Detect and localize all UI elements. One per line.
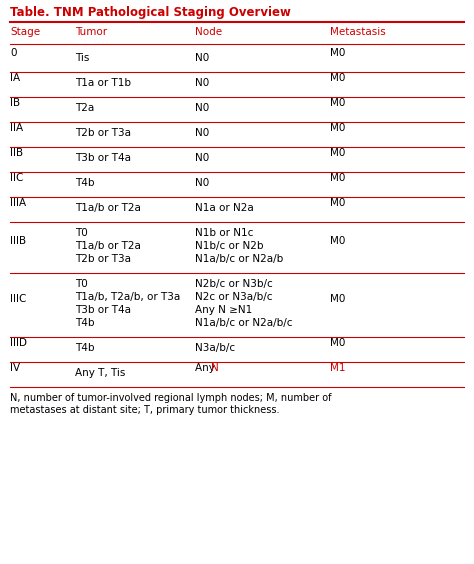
Text: N0: N0 — [195, 78, 209, 88]
Text: T4b: T4b — [75, 318, 94, 328]
Text: IIIC: IIIC — [10, 293, 27, 303]
Text: N3a/b/c: N3a/b/c — [195, 343, 235, 353]
Text: IIB: IIB — [10, 148, 23, 158]
Text: IA: IA — [10, 73, 20, 83]
Text: M0: M0 — [330, 198, 346, 208]
Text: Any T, Tis: Any T, Tis — [75, 368, 126, 378]
Text: M0: M0 — [330, 123, 346, 133]
Text: T3b or T4a: T3b or T4a — [75, 305, 131, 315]
Text: IIIA: IIIA — [10, 198, 26, 208]
Text: IV: IV — [10, 363, 20, 373]
Text: M0: M0 — [330, 338, 346, 348]
Text: M1: M1 — [330, 363, 346, 373]
Text: T2b or T3a: T2b or T3a — [75, 254, 131, 264]
Text: Metastasis: Metastasis — [330, 27, 386, 37]
Text: T2b or T3a: T2b or T3a — [75, 128, 131, 138]
Text: Tumor: Tumor — [75, 27, 107, 37]
Text: Node: Node — [195, 27, 222, 37]
Text: N0: N0 — [195, 153, 209, 163]
Text: T4b: T4b — [75, 343, 94, 353]
Text: N1b/c or N2b: N1b/c or N2b — [195, 241, 264, 251]
Text: N2c or N3a/b/c: N2c or N3a/b/c — [195, 292, 273, 302]
Text: 0: 0 — [10, 48, 17, 58]
Text: Table. TNM Pathological Staging Overview: Table. TNM Pathological Staging Overview — [10, 6, 291, 19]
Text: IIC: IIC — [10, 173, 23, 183]
Text: N0: N0 — [195, 178, 209, 188]
Text: M0: M0 — [330, 148, 346, 158]
Text: IIID: IIID — [10, 338, 27, 348]
Text: M0: M0 — [330, 48, 346, 58]
Text: N1b or N1c: N1b or N1c — [195, 228, 254, 238]
Text: M0: M0 — [330, 236, 346, 246]
Text: T0: T0 — [75, 279, 88, 289]
Text: T1a or T1b: T1a or T1b — [75, 78, 131, 88]
Text: T0: T0 — [75, 228, 88, 238]
Text: Any: Any — [195, 363, 218, 373]
Text: T1a/b, T2a/b, or T3a: T1a/b, T2a/b, or T3a — [75, 292, 180, 302]
Text: N1a or N2a: N1a or N2a — [195, 203, 254, 213]
Text: M0: M0 — [330, 73, 346, 83]
Text: IIA: IIA — [10, 123, 23, 133]
Text: N0: N0 — [195, 53, 209, 63]
Text: N2b/c or N3b/c: N2b/c or N3b/c — [195, 279, 273, 289]
Text: IIIB: IIIB — [10, 236, 26, 246]
Text: N, number of tumor-involved regional lymph nodes; M, number of
metastases at dis: N, number of tumor-involved regional lym… — [10, 393, 331, 415]
Text: T2a: T2a — [75, 103, 94, 113]
Text: M0: M0 — [330, 98, 346, 108]
Text: T3b or T4a: T3b or T4a — [75, 153, 131, 163]
Text: Any N ≥N1: Any N ≥N1 — [195, 305, 252, 315]
Text: Stage: Stage — [10, 27, 40, 37]
Text: IB: IB — [10, 98, 20, 108]
Text: T4b: T4b — [75, 178, 94, 188]
Text: M0: M0 — [330, 173, 346, 183]
Text: T1a/b or T2a: T1a/b or T2a — [75, 203, 141, 213]
Text: T1a/b or T2a: T1a/b or T2a — [75, 241, 141, 251]
Text: N1a/b/c or N2a/b: N1a/b/c or N2a/b — [195, 254, 283, 264]
Text: N0: N0 — [195, 103, 209, 113]
Text: N0: N0 — [195, 128, 209, 138]
Text: N: N — [210, 363, 219, 373]
Text: N1a/b/c or N2a/b/c: N1a/b/c or N2a/b/c — [195, 318, 292, 328]
Text: Tis: Tis — [75, 53, 90, 63]
Text: M0: M0 — [330, 293, 346, 303]
